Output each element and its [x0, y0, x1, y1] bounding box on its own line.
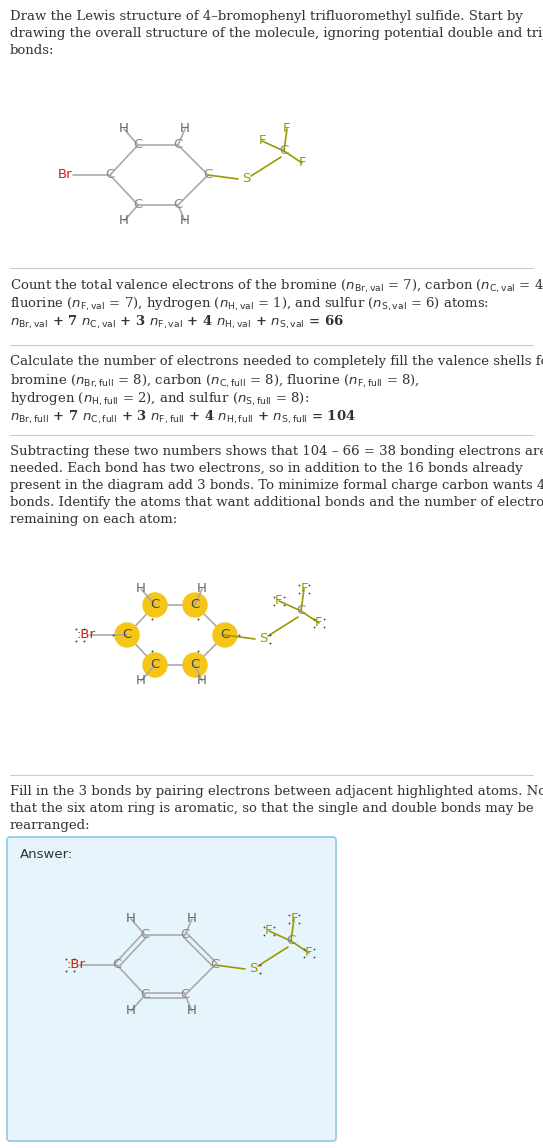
Text: F: F — [298, 156, 306, 170]
Text: Fill in the 3 bonds by pairing electrons between adjacent highlighted atoms. Not: Fill in the 3 bonds by pairing electrons… — [10, 785, 543, 798]
Text: $n_{\mathrm{Br,full}}$ + 7 $n_{\mathrm{C,full}}$ + 3 $n_{\mathrm{F,full}}$ + 4 $: $n_{\mathrm{Br,full}}$ + 7 $n_{\mathrm{C… — [10, 409, 356, 426]
Text: C: C — [150, 659, 160, 672]
Text: F: F — [291, 913, 298, 925]
Text: :Br: :Br — [77, 628, 96, 642]
Text: C: C — [105, 169, 115, 181]
Text: F: F — [265, 924, 273, 938]
Text: C: C — [122, 628, 131, 642]
Text: F: F — [315, 616, 323, 629]
Text: Calculate the number of electrons needed to completely fill the valence shells f: Calculate the number of electrons needed… — [10, 355, 543, 369]
Text: $n_{\mathrm{Br,val}}$ + 7 $n_{\mathrm{C,val}}$ + 3 $n_{\mathrm{F,val}}$ + 4 $n_{: $n_{\mathrm{Br,val}}$ + 7 $n_{\mathrm{C,… — [10, 315, 344, 332]
Text: H: H — [187, 913, 197, 925]
Circle shape — [183, 653, 207, 677]
Text: H: H — [126, 913, 136, 925]
Text: C: C — [180, 988, 190, 1001]
Text: hydrogen ($n_{\mathrm{H,full}}$ = 2), and sulfur ($n_{\mathrm{S,full}}$ = 8):: hydrogen ($n_{\mathrm{H,full}}$ = 2), an… — [10, 391, 309, 409]
Text: H: H — [180, 215, 190, 227]
Text: C: C — [180, 929, 190, 941]
Circle shape — [143, 653, 167, 677]
Text: C: C — [220, 628, 230, 642]
Circle shape — [115, 623, 139, 647]
Text: H: H — [119, 215, 129, 227]
FancyBboxPatch shape — [7, 837, 336, 1141]
Text: S: S — [242, 172, 250, 186]
Text: H: H — [197, 582, 207, 596]
Text: F: F — [300, 582, 308, 596]
Text: C: C — [141, 988, 150, 1001]
Text: C: C — [134, 199, 143, 211]
Text: that the six atom ring is aromatic, so that the single and double bonds may be: that the six atom ring is aromatic, so t… — [10, 802, 534, 815]
Circle shape — [143, 594, 167, 616]
Text: H: H — [136, 675, 146, 688]
Text: :Br: :Br — [66, 959, 85, 971]
Text: C: C — [173, 199, 182, 211]
Text: Count the total valence electrons of the bromine ($n_{\mathrm{Br,val}}$ = 7), ca: Count the total valence electrons of the… — [10, 278, 543, 295]
Text: rearranged:: rearranged: — [10, 819, 91, 832]
Text: S: S — [249, 962, 257, 976]
Text: H: H — [136, 582, 146, 596]
Text: present in the diagram add 3 bonds. To minimize formal charge carbon wants 4: present in the diagram add 3 bonds. To m… — [10, 479, 543, 492]
Text: S: S — [259, 633, 267, 645]
Text: Answer:: Answer: — [20, 848, 73, 861]
Text: F: F — [305, 946, 313, 960]
Text: C: C — [296, 605, 306, 618]
Text: remaining on each atom:: remaining on each atom: — [10, 513, 177, 526]
Text: Subtracting these two numbers shows that 104 – 66 = 38 bonding electrons are: Subtracting these two numbers shows that… — [10, 445, 543, 458]
Circle shape — [183, 594, 207, 616]
Text: fluorine ($n_{\mathrm{F,val}}$ = 7), hydrogen ($n_{\mathrm{H,val}}$ = 1), and su: fluorine ($n_{\mathrm{F,val}}$ = 7), hyd… — [10, 296, 489, 313]
Text: C: C — [204, 169, 213, 181]
Text: C: C — [191, 598, 200, 612]
Text: H: H — [126, 1004, 136, 1017]
Text: needed. Each bond has two electrons, so in addition to the 16 bonds already: needed. Each bond has two electrons, so … — [10, 461, 523, 475]
Text: C: C — [141, 929, 150, 941]
Text: C: C — [134, 139, 143, 152]
Text: F: F — [275, 595, 283, 607]
Text: drawing the overall structure of the molecule, ignoring potential double and tri: drawing the overall structure of the mol… — [10, 28, 543, 40]
Text: F: F — [258, 134, 266, 147]
Text: Br: Br — [58, 169, 72, 181]
Text: H: H — [187, 1004, 197, 1017]
Text: C: C — [191, 659, 200, 672]
Text: H: H — [180, 123, 190, 135]
Text: C: C — [210, 959, 219, 971]
Text: bonds:: bonds: — [10, 44, 54, 57]
Text: bromine ($n_{\mathrm{Br,full}}$ = 8), carbon ($n_{\mathrm{C,full}}$ = 8), fluori: bromine ($n_{\mathrm{Br,full}}$ = 8), ca… — [10, 373, 420, 390]
Text: C: C — [150, 598, 160, 612]
Text: F: F — [283, 123, 291, 135]
Text: C: C — [112, 959, 122, 971]
Text: C: C — [280, 145, 289, 157]
Text: bonds. Identify the atoms that want additional bonds and the number of electrons: bonds. Identify the atoms that want addi… — [10, 496, 543, 509]
Text: H: H — [119, 123, 129, 135]
Circle shape — [213, 623, 237, 647]
Text: C: C — [286, 934, 295, 947]
Text: H: H — [197, 675, 207, 688]
Text: C: C — [173, 139, 182, 152]
Text: Draw the Lewis structure of 4–bromophenyl trifluoromethyl sulfide. Start by: Draw the Lewis structure of 4–bromopheny… — [10, 10, 523, 23]
